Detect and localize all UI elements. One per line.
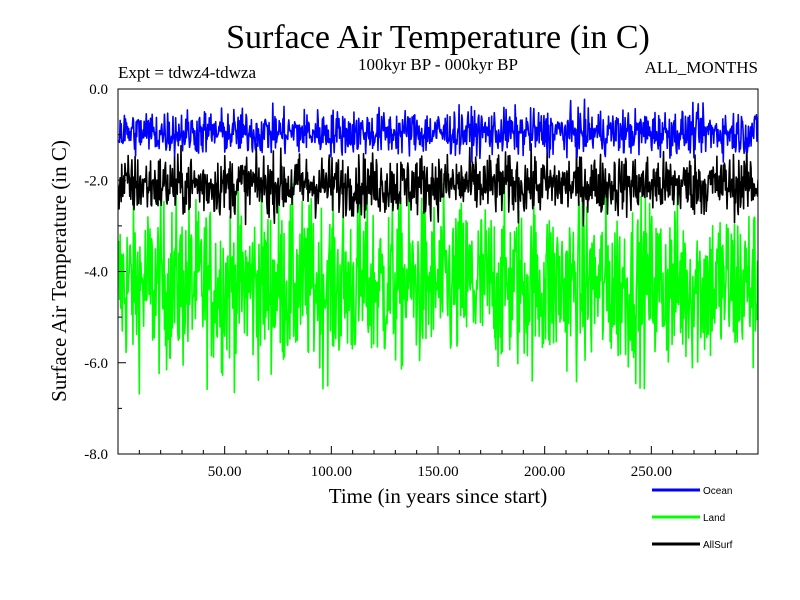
y-axis-label: Surface Air Temperature (in C)	[47, 140, 71, 402]
series-line-allsurf	[118, 142, 758, 227]
y-tick-label: -6.0	[84, 356, 108, 372]
x-tick-label: 200.00	[524, 464, 565, 480]
x-axis-ticks: 50.00 100.00 150.00 200.00 250.00	[138, 446, 738, 480]
y-tick-label: -2.0	[84, 173, 108, 189]
y-tick-label: 0.0	[89, 82, 108, 98]
legend-label-ocean: Ocean	[703, 486, 732, 497]
x-tick-label: 100.00	[311, 464, 352, 480]
legend-label-allsurf: AllSurf	[703, 540, 733, 551]
experiment-label: Expt = tdwz4-tdwza	[118, 63, 256, 82]
chart-title: Surface Air Temperature (in C)	[226, 19, 650, 56]
y-tick-label: -4.0	[84, 265, 108, 281]
period-label: ALL_MONTHS	[645, 58, 758, 77]
x-tick-label: 50.00	[208, 464, 242, 480]
x-axis-label: Time (in years since start)	[329, 484, 548, 508]
legend-label-land: Land	[703, 513, 725, 524]
series-line-ocean	[118, 98, 758, 163]
legend: Ocean Land AllSurf	[652, 486, 733, 551]
chart-subtitle: 100kyr BP - 000kyr BP	[358, 55, 518, 74]
series-layer	[118, 98, 758, 395]
plot-frame	[117, 88, 759, 455]
x-tick-label: 250.00	[631, 464, 672, 480]
x-tick-label: 150.00	[417, 464, 458, 480]
series-line-land	[118, 178, 758, 395]
y-tick-label: -8.0	[84, 447, 108, 463]
